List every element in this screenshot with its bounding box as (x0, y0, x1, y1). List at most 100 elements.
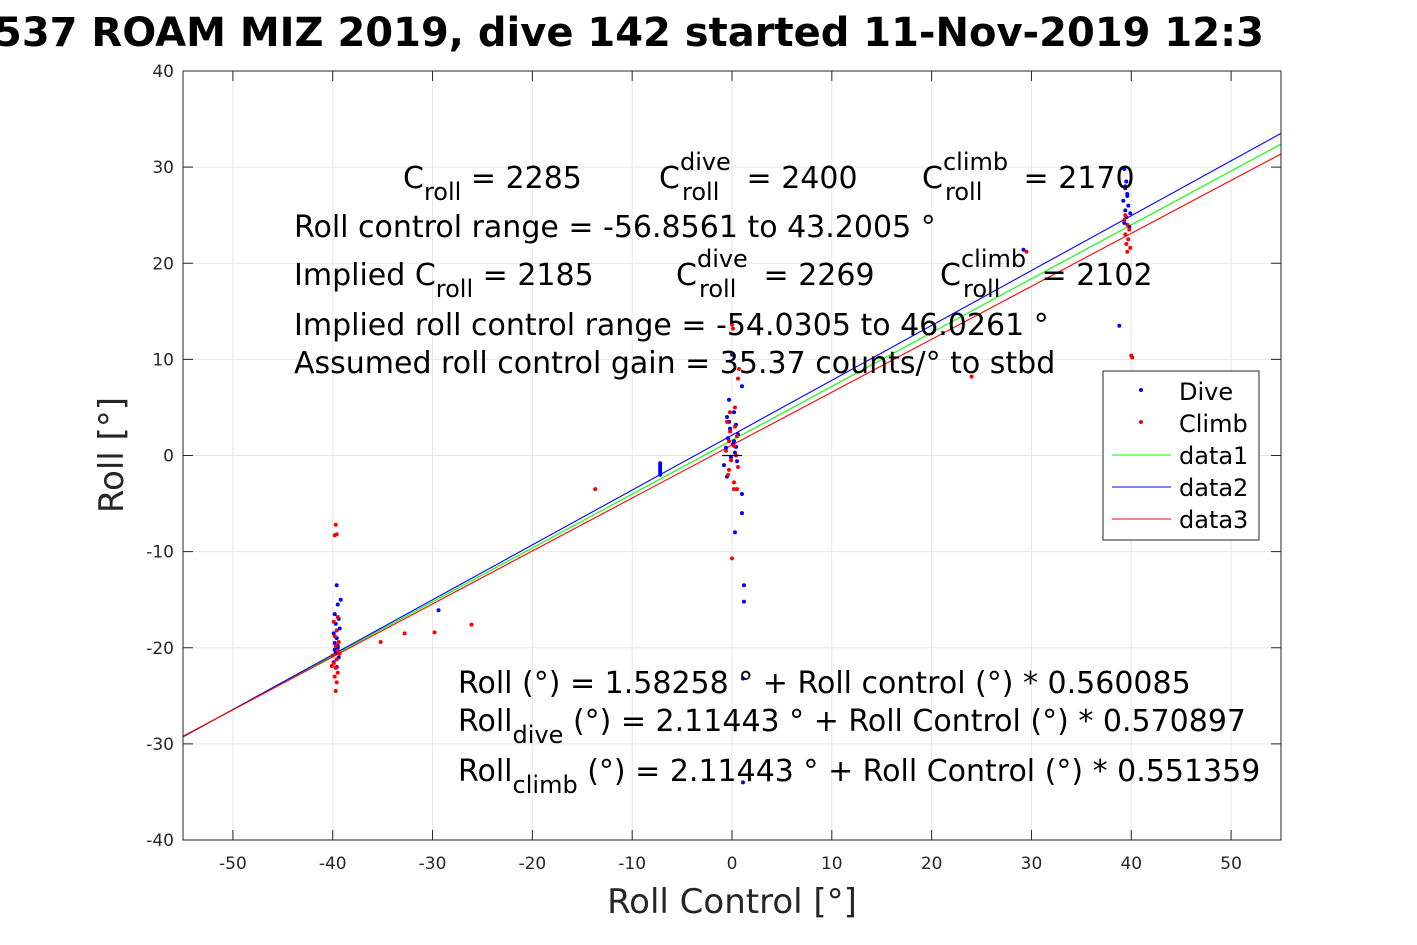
x-tick-label: 10 (821, 854, 843, 874)
plot-frame (182, 70, 1282, 841)
point-dive (732, 530, 737, 535)
axis-ticks: -50 -40 -30 -20 -10 0 10 20 30 40 50 -40 -30 -20 -10 0 1… (146, 62, 1281, 874)
annotation-c-roll: Croll = 2285 (403, 161, 582, 206)
annotation-gain: Assumed roll control gain = 35.37 counts… (294, 346, 1055, 381)
point-climb (730, 556, 734, 561)
point-climb (730, 322, 734, 327)
chart-title: 537 ROAM MIZ 2019, dive 142 started 11-N… (0, 10, 1264, 56)
point-dive (728, 426, 733, 431)
series-line-data2 (182, 132, 1282, 738)
legend-label-data2: data2 (1179, 474, 1248, 502)
point-climb (334, 657, 339, 662)
y-axis-label: Roll [°] (92, 397, 132, 513)
point-climb (728, 429, 733, 434)
annotation-c-climb: Cclimb roll = 2170 (922, 148, 1135, 206)
x-tick-label: 0 (727, 854, 738, 874)
point-climb (1127, 227, 1132, 232)
point-dive (1125, 193, 1130, 198)
point-climb (335, 648, 340, 653)
annotations: Croll = 2285 Cdive roll = 2400 Cclimb roll… (294, 148, 1260, 799)
point-climb (593, 487, 598, 492)
point-dive (727, 397, 732, 402)
point-climb (725, 419, 730, 424)
x-tick-label: -40 (319, 854, 347, 874)
point-climb (736, 366, 741, 371)
point-dive (739, 511, 744, 516)
legend: Dive Climb data1 data2 data3 (1102, 370, 1260, 541)
point-dive (729, 455, 734, 460)
point-dive (739, 491, 744, 496)
point-climb (337, 651, 342, 656)
point-dive (337, 626, 342, 631)
point-climb (432, 630, 437, 635)
point-dive (1021, 247, 1026, 252)
series-line-data1 (182, 143, 1282, 737)
point-climb (1123, 232, 1128, 237)
annotation-fit-climb: Rollclimb (°) = 2.11443 ° + Roll Control… (458, 754, 1260, 799)
annotation-c-dive: Cdive roll = 2400 (659, 148, 858, 206)
x-tick-label: 40 (1120, 854, 1142, 874)
point-climb (334, 680, 339, 685)
point-dive (1122, 167, 1127, 172)
legend-label-climb: Climb (1179, 410, 1248, 438)
point-dive (334, 583, 339, 588)
point-climb (332, 634, 337, 639)
legend-label-data1: data1 (1179, 442, 1248, 470)
point-climb (731, 443, 736, 448)
point-climb (734, 487, 739, 492)
point-dive (722, 463, 727, 468)
point-dive (724, 445, 729, 450)
point-climb (969, 374, 974, 379)
point-climb (335, 670, 340, 675)
point-climb (735, 376, 740, 381)
point-dive (730, 352, 734, 357)
annotation-implied-c-dive: Cdive roll = 2269 (676, 245, 875, 303)
point-dive (725, 415, 730, 420)
point-climb (1130, 355, 1135, 360)
x-tick-label: -30 (419, 854, 447, 874)
point-dive (1121, 198, 1126, 203)
point-climb (734, 434, 739, 439)
point-dive (658, 472, 663, 477)
point-climb (1122, 217, 1127, 222)
x-axis-label: Roll Control [°] (607, 882, 857, 922)
point-dive (335, 602, 340, 607)
point-climb (378, 639, 383, 644)
point-climb (1125, 222, 1130, 227)
point-climb (335, 614, 340, 619)
point-climb (333, 522, 338, 527)
x-tick-label: 50 (1220, 854, 1242, 874)
point-climb (329, 664, 334, 669)
point-climb (331, 661, 336, 666)
point-dive (731, 439, 736, 444)
x-tick-label: 20 (921, 854, 943, 874)
point-climb (330, 653, 335, 658)
point-dive (740, 676, 745, 681)
legend-label-dive: Dive (1179, 378, 1233, 406)
point-climb (731, 480, 736, 485)
point-climb (1128, 245, 1133, 250)
point-dive (741, 599, 746, 604)
annotation-roll-control-range: Roll control range = -56.8561 to 43.2005… (294, 210, 936, 245)
point-climb (333, 643, 338, 648)
y-tick-label: 10 (152, 350, 174, 370)
point-climb (1126, 237, 1131, 242)
point-dive (1128, 211, 1133, 216)
point-climb (332, 674, 337, 679)
point-dive (436, 608, 441, 613)
point-climb (727, 467, 732, 472)
point-climb (727, 439, 732, 444)
y-tick-label: 30 (152, 158, 174, 178)
point-climb (730, 326, 735, 331)
y-tick-label: 40 (152, 62, 174, 82)
point-climb (336, 639, 341, 644)
point-dive (1117, 323, 1122, 328)
point-dive (332, 612, 337, 617)
y-tick-label: -10 (146, 543, 174, 563)
y-tick-label: 20 (152, 254, 174, 274)
annotation-implied-c-roll: Implied Croll = 2185 (294, 258, 594, 303)
legend-items: Dive Climb data1 data2 data3 (1112, 378, 1248, 534)
point-dive (1123, 208, 1128, 213)
point-climb (469, 622, 474, 627)
